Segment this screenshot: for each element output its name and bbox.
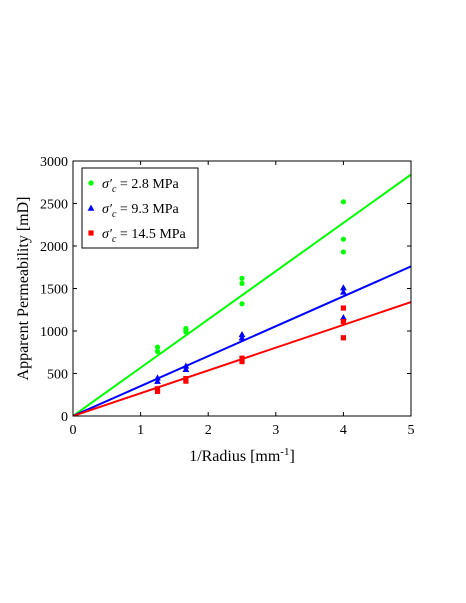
legend-marker-series-1 (88, 180, 94, 186)
x-tick-label: 4 (340, 423, 347, 438)
data-point-series-2-7 (340, 314, 347, 321)
data-point-series-2-5 (238, 334, 246, 341)
data-point-series-3-5 (239, 359, 245, 365)
legend-label-series-2: σ′c = 9.3 MPa (102, 202, 180, 220)
axes: 0 1 2 3 4 5 0 500 1000 1500 2000 2500 3000 1/Radius [… (15, 155, 415, 465)
y-tick-label: 1000 (40, 325, 68, 340)
fit-line-series-1 (73, 173, 411, 416)
x-tick-label: 1 (137, 423, 144, 438)
y-tick-label: 500 (47, 368, 68, 383)
data-point-series-3-6 (239, 355, 245, 361)
data-point-series-2-3 (182, 365, 190, 372)
legend: σ′c = 2.8 MPa σ′c = 9.3 MPa σ′c = 14.5 MPa (81, 167, 199, 249)
x-tick-label: 0 (70, 423, 77, 438)
data-point-series-3-9 (340, 305, 346, 311)
data-point-series-3-2 (154, 386, 161, 392)
data-point-series-1-10 (340, 236, 346, 242)
data-point-series-1-7 (239, 280, 245, 286)
data-point-series-1-2 (154, 344, 161, 350)
data-point-series-1-5 (183, 325, 189, 332)
y-tick-label: 2000 (40, 240, 68, 255)
data-point-series-1-9 (340, 249, 346, 255)
data-point-series-1-1 (154, 348, 161, 354)
data-point-series-1-11 (340, 199, 346, 205)
legend-marker-series-2 (87, 204, 95, 211)
data-point-series-3-7 (340, 335, 346, 341)
data-point-series-3-4 (183, 376, 189, 382)
y-axis-title: Apparent Permeability [mD] (15, 197, 32, 381)
legend-label-series-3: σ′c = 14.5 MPa (102, 227, 187, 245)
legend-label-series-1: σ′c = 2.8 MPa (102, 177, 180, 195)
data-point-series-2-9 (340, 284, 347, 291)
data-point-series-1-8 (239, 275, 245, 281)
y-tick-label: 2500 (40, 198, 68, 213)
y-tick-label: 0 (61, 410, 68, 425)
x-tick-label: 3 (272, 423, 279, 438)
data-point-series-2-2 (154, 374, 161, 381)
data-point-series-1-6 (239, 301, 245, 307)
data-point-series-2-8 (340, 288, 347, 295)
y-tick-label: 1500 (40, 283, 68, 298)
x-tick-label: 5 (408, 423, 415, 438)
data-point-series-3-8 (340, 319, 346, 325)
fit-line-series-2 (73, 265, 411, 416)
x-axis-title: 1/Radius [mm-1] (189, 446, 295, 465)
x-tick-label: 2 (205, 423, 212, 438)
plot-area (73, 173, 411, 416)
data-point-series-2-1 (154, 377, 161, 384)
data-point-series-2-4 (182, 362, 190, 369)
y-tick-label: 3000 (40, 155, 68, 170)
legend-box (81, 167, 199, 249)
legend-marker-series-3 (88, 230, 94, 236)
data-point-series-2-6 (238, 331, 246, 338)
